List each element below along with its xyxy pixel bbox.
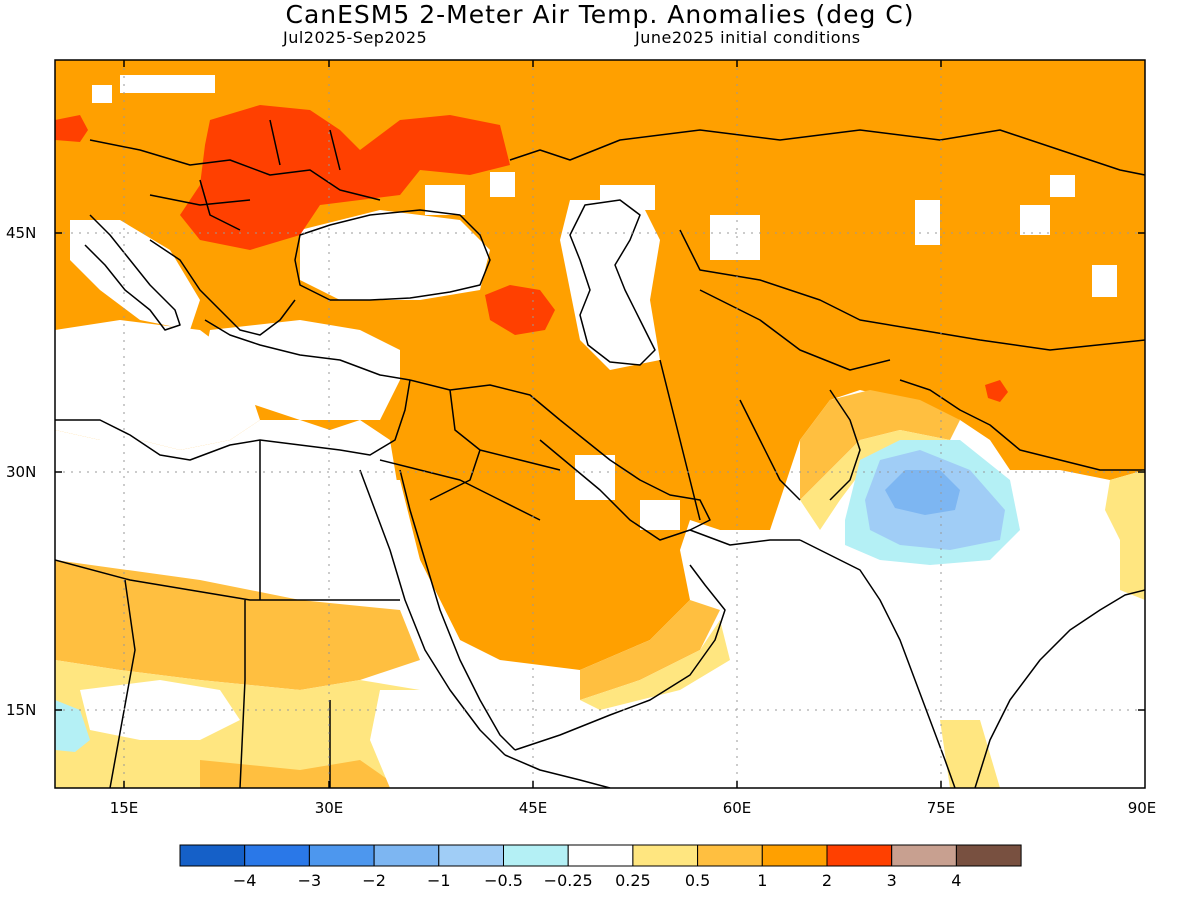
coastline-india-east bbox=[974, 589, 1145, 788]
field-near-zero-arabian-sea bbox=[690, 490, 1145, 788]
map-frame bbox=[54, 59, 1146, 789]
colorbar-swatch bbox=[244, 844, 310, 867]
lon-label-45e: 45E bbox=[518, 799, 548, 817]
colorbar-label: −3 bbox=[297, 871, 322, 890]
field-near-zero-caspian bbox=[560, 200, 660, 370]
colorbar-label: 3 bbox=[886, 871, 897, 890]
lon-label-15e: 15E bbox=[109, 799, 139, 817]
coastline-somalia bbox=[504, 754, 611, 788]
map-title: CanESM5 2-Meter Air Temp. Anomalies (deg… bbox=[285, 0, 915, 29]
colorbar-label: 4 bbox=[951, 871, 962, 890]
colorbar-label: 2 bbox=[821, 871, 833, 890]
colorbar-swatch bbox=[373, 844, 440, 867]
colorbar-swatch bbox=[308, 844, 375, 867]
field-1-2-north bbox=[55, 60, 1145, 670]
coastline-red-sea-west bbox=[359, 469, 506, 756]
lat-label-15n: 15N bbox=[6, 701, 37, 719]
colorbar-swatch bbox=[503, 844, 569, 867]
field-2-3-france bbox=[55, 115, 88, 142]
field-neg-1-india bbox=[885, 470, 960, 515]
colorbar-label: 1 bbox=[757, 871, 768, 890]
field-2-3-armenia bbox=[485, 285, 555, 335]
field-0.5-1-africa bbox=[55, 560, 420, 690]
anomaly-fields bbox=[55, 60, 1145, 788]
lon-label-60e: 60E bbox=[722, 799, 752, 817]
axis-ticks bbox=[55, 60, 1145, 788]
colorbar-label: −0.25 bbox=[543, 871, 593, 890]
lat-label-45n: 45N bbox=[6, 224, 37, 242]
field-neg-0.5-west-africa bbox=[55, 700, 90, 752]
coastline-red-sea-east bbox=[399, 469, 516, 751]
colorbar-swatch bbox=[438, 844, 504, 867]
colorbar-label: −2 bbox=[362, 871, 386, 890]
lon-label-90e: 90E bbox=[1127, 799, 1157, 817]
masked-cells bbox=[92, 75, 1117, 772]
colorbar-label: 0.5 bbox=[684, 871, 711, 890]
lon-label-75e: 75E bbox=[926, 799, 956, 817]
colorbar-swatch bbox=[826, 844, 893, 867]
border-europe bbox=[89, 119, 381, 231]
field-2-3-tibet bbox=[985, 380, 1008, 402]
field-near-zero-red-sea bbox=[370, 480, 470, 720]
field-0.5-1-sahel-south bbox=[200, 760, 400, 788]
border-africa bbox=[55, 440, 400, 788]
field-near-zero-ethiopia bbox=[370, 690, 460, 788]
coastline-black-sea bbox=[294, 209, 491, 301]
colorbar-swatch bbox=[697, 844, 763, 867]
coastline-arabia-south bbox=[514, 564, 726, 751]
coastline-greece-balkans bbox=[149, 239, 296, 336]
colorbar-label: −4 bbox=[232, 871, 257, 890]
border-middle-east bbox=[379, 379, 561, 521]
colorbar-swatch bbox=[567, 844, 634, 867]
coastline-italy bbox=[84, 214, 181, 331]
forecast-period: Jul2025-Sep2025 bbox=[283, 28, 428, 47]
colorbar-swatch bbox=[955, 844, 1022, 867]
coastline-caspian bbox=[569, 199, 656, 366]
field-0.5-1-oman bbox=[580, 600, 720, 700]
border-russia-kazakhstan bbox=[509, 129, 1145, 176]
coastline-persian-gulf bbox=[539, 419, 711, 541]
field-0.25-0.5-oman bbox=[580, 620, 730, 710]
graticule bbox=[55, 60, 1145, 788]
border-iran-afghanistan bbox=[659, 359, 861, 521]
coastlines-and-borders bbox=[55, 119, 1145, 788]
colorbar-label: 0.25 bbox=[615, 871, 651, 890]
coastline-iran-south bbox=[689, 529, 800, 546]
lon-label-30e: 30E bbox=[314, 799, 344, 817]
lat-label-30n: 30N bbox=[6, 463, 37, 481]
border-himalaya bbox=[899, 379, 1145, 471]
colorbar-label: −0.5 bbox=[484, 871, 523, 890]
coastline-anatolia-south bbox=[204, 319, 411, 381]
field-near-zero-mediterranean bbox=[55, 320, 260, 450]
border-central-asia bbox=[679, 229, 1145, 371]
field-0.25-0.5-bengal bbox=[1105, 470, 1145, 600]
coastline-india-west bbox=[799, 539, 956, 788]
field-0.25-0.5-south-india bbox=[940, 720, 1000, 788]
colorbar-swatch bbox=[761, 844, 828, 867]
colorbar-label: −1 bbox=[427, 871, 451, 890]
colorbar-swatch bbox=[891, 844, 957, 867]
field-0.5-1-pakistan bbox=[800, 390, 960, 500]
initial-conditions: June2025 initial conditions bbox=[635, 28, 861, 47]
field-2-3-eastern-europe bbox=[180, 105, 510, 250]
colorbar-swatch bbox=[632, 844, 699, 867]
colorbar bbox=[179, 844, 1022, 867]
field-near-zero-black-sea bbox=[300, 210, 490, 300]
colorbar-swatch bbox=[179, 844, 246, 867]
